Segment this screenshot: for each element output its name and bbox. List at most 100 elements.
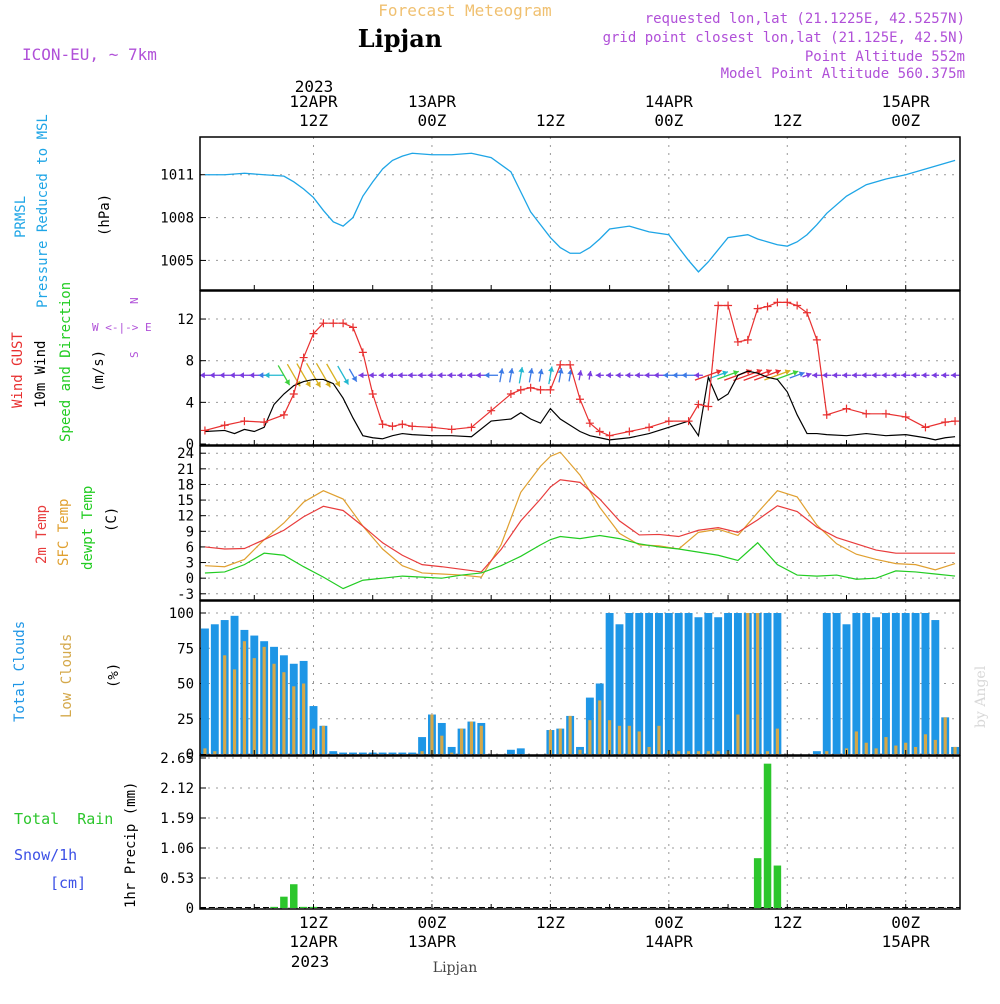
low-cloud-bar (904, 742, 908, 754)
model-label: ICON-EU, ~ 7km (22, 45, 157, 64)
total-cloud-bar (901, 613, 910, 754)
wind-arrow-head (368, 372, 374, 379)
low-cloud-bar (647, 746, 651, 754)
wind-arrow-head (498, 368, 505, 374)
wind-arrow-head (557, 368, 564, 374)
wind-10m-label: 10m Wind (33, 341, 49, 408)
precip-labels: Total Rain Snow/1h [cm] 1hr Precip (mm) (14, 782, 139, 908)
pressure-line (204, 152, 956, 273)
panel-frame (199, 290, 961, 446)
gust-marker (803, 308, 812, 317)
low-cloud-bar (548, 730, 552, 754)
y-tick-label: 4 (186, 395, 194, 411)
total-cloud-bar (664, 613, 673, 754)
y-tick-label: 1.06 (160, 841, 194, 857)
gust-marker (951, 417, 960, 426)
y-tick-label: 0 (186, 437, 194, 453)
wind-arrow-head (378, 372, 384, 379)
gust-marker (368, 390, 377, 399)
low-cloud-bar (953, 746, 957, 754)
total-cloud-bar (931, 620, 940, 754)
wind-arrow-head (351, 375, 357, 382)
wind-arrow-head (548, 366, 555, 372)
y-tick-label: 0 (186, 571, 194, 587)
low-cloud-bar (765, 751, 770, 754)
rain-bar (270, 906, 278, 908)
wind-arrow-head (358, 372, 364, 379)
dewpt-line (204, 534, 956, 590)
total-cloud-bar (842, 624, 851, 754)
top-time-label: 00Z (891, 111, 920, 130)
wind-arrow-head (427, 372, 433, 379)
total-rain-label: Total Rain (14, 810, 113, 828)
bottom-time-label: 12APR (289, 932, 338, 951)
gust-marker (329, 319, 338, 328)
total-cloud-bar (872, 617, 881, 754)
panel-frame (199, 136, 961, 291)
t2m-line (204, 479, 956, 573)
gust-marker (358, 348, 367, 357)
bottom-time-label: 12Z (299, 913, 328, 932)
total-cloud-bar (911, 613, 920, 754)
precipitation-panel: 0 0.53 1.06 1.59 2.12 2.65 (160, 751, 961, 917)
total-cloud-bar (210, 624, 219, 754)
low-cloud-bar (272, 663, 276, 754)
gust-marker (585, 419, 594, 428)
wind-arrow-head (508, 368, 515, 374)
gust-marker (595, 427, 604, 436)
snow-label: Snow/1h (14, 846, 77, 864)
wind-arrow-head (775, 369, 781, 375)
total-cloud-bar (882, 613, 890, 754)
gust-marker (733, 337, 742, 346)
low-clouds-label: Low Clouds (59, 634, 75, 718)
y-tick-label: 1005 (160, 253, 194, 269)
low-cloud-bar (321, 725, 325, 754)
pressure-panel: 1005 1008 1011 (160, 136, 961, 291)
y-tick-label: 1008 (160, 211, 194, 227)
top-time-label: 14APR (645, 92, 694, 111)
low-cloud-bar (716, 751, 720, 754)
wind-arrow-head (745, 369, 752, 375)
wind-arrow-head (586, 370, 593, 377)
total-cloud-bar (773, 613, 782, 754)
rain-bar (299, 906, 308, 908)
low-cloud-bar (223, 655, 227, 754)
low-cloud-bar (479, 725, 483, 754)
wind-arrow-head (822, 372, 828, 379)
gust-marker (576, 395, 584, 404)
y-tick-label: 0.53 (160, 871, 194, 887)
gust-marker (279, 410, 288, 419)
prmsl-label: PRMSL (13, 196, 29, 238)
total-cloud-bar (615, 624, 624, 754)
gust-marker (309, 329, 318, 338)
y-tick-label: 50 (177, 677, 194, 693)
wind-arrow-head (238, 372, 244, 379)
wind-arrow-head (209, 372, 215, 379)
low-cloud-bar (864, 742, 868, 754)
wind-labels: Wind GUST 10m Wind Speed and Direction (… (10, 282, 152, 442)
total-cloud-bar (358, 752, 367, 754)
low-cloud-bar (588, 720, 592, 754)
gust-marker (260, 418, 269, 427)
y-tick-label: 2.12 (160, 781, 194, 797)
gust-marker (536, 385, 545, 394)
low-cloud-bar (440, 735, 444, 754)
wind-arrow-head (798, 371, 805, 378)
wind-arrow-head (891, 372, 897, 379)
wind-arrow-head (931, 372, 937, 379)
y-tick-label: 3 (186, 556, 194, 572)
low-cloud-bar (420, 751, 424, 754)
gust-label: Wind GUST (10, 332, 26, 408)
total-cloud-bar (655, 613, 663, 754)
total-cloud-bar (763, 613, 772, 754)
total-cloud-bar (694, 617, 703, 754)
point-altitude: Point Altitude 552m (805, 49, 965, 65)
compass-north: N (128, 297, 141, 304)
total-cloud-bar (349, 752, 357, 754)
location-title: Lipjan (358, 24, 442, 53)
gust-marker (506, 390, 515, 399)
gust-marker (566, 360, 575, 369)
total-cloud-bar (339, 752, 348, 754)
